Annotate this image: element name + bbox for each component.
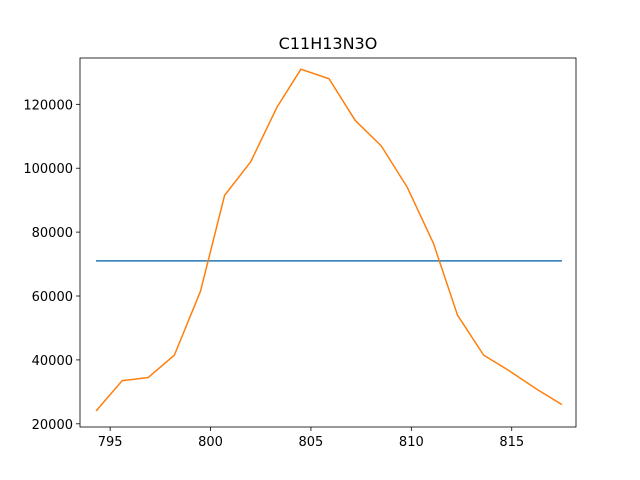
x-tick-label: 815 — [499, 435, 524, 450]
axes-frame — [79, 57, 577, 428]
y-tick-label: 60000 — [32, 290, 73, 305]
x-tick-label: 810 — [399, 435, 424, 450]
y-tick-label: 80000 — [32, 226, 73, 241]
x-tick-label: 800 — [198, 435, 223, 450]
y-tick-label: 100000 — [23, 162, 73, 177]
series-line-intensity — [95, 68, 563, 412]
x-tick-label: 805 — [299, 435, 324, 450]
chart-title: C11H13N3O — [279, 34, 378, 53]
y-tick-label: 20000 — [32, 418, 73, 433]
x-tick-label: 795 — [98, 435, 123, 450]
plot-area: 795 800 805 810 815 20000 40000 60000 80000 10000… — [23, 57, 577, 450]
y-tick-label: 120000 — [23, 98, 73, 113]
y-tick-label: 40000 — [32, 354, 73, 369]
